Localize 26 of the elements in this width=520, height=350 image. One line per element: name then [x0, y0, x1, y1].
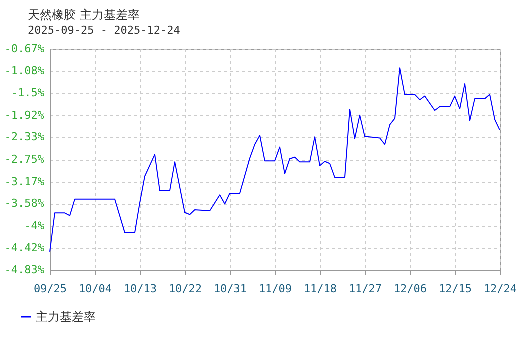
y-tick-label: -3.17% — [4, 175, 45, 188]
x-tick-label: 12/15 — [438, 282, 472, 296]
y-tick-label: -1.08% — [4, 64, 45, 78]
x-tick-label: 10/31 — [214, 282, 248, 296]
x-tick-label: 11/18 — [304, 282, 338, 296]
x-tick-label: 10/22 — [168, 282, 202, 296]
x-tick-label: 10/04 — [78, 282, 112, 296]
y-tick-label: -0.67% — [4, 42, 45, 56]
x-tick-label: 12/24 — [484, 282, 518, 296]
y-tick-label: -4.42% — [4, 242, 45, 255]
x-tick-label: 09/25 — [34, 282, 68, 296]
y-tick-label: -2.75% — [4, 153, 45, 166]
y-tick-label: -4% — [24, 219, 45, 232]
x-tick-label: 11/09 — [258, 282, 292, 296]
chart-title: 天然橡胶 主力基差率 — [28, 8, 140, 22]
x-tick-label: 11/27 — [348, 282, 382, 296]
legend-label: 主力基差率 — [36, 310, 96, 324]
y-tick-label: -1.92% — [4, 108, 45, 122]
y-tick-label: -3.58% — [4, 197, 45, 210]
y-tick-label: -2.33% — [4, 130, 45, 144]
x-tick-label: 12/06 — [394, 282, 428, 296]
line-series — [50, 68, 500, 252]
x-tick-label: 10/13 — [124, 282, 158, 296]
y-tick-label: -1.5% — [11, 86, 45, 100]
chart-subtitle: 2025-09-25 - 2025-12-24 — [28, 24, 181, 37]
y-tick-label: -4.83% — [4, 264, 45, 276]
